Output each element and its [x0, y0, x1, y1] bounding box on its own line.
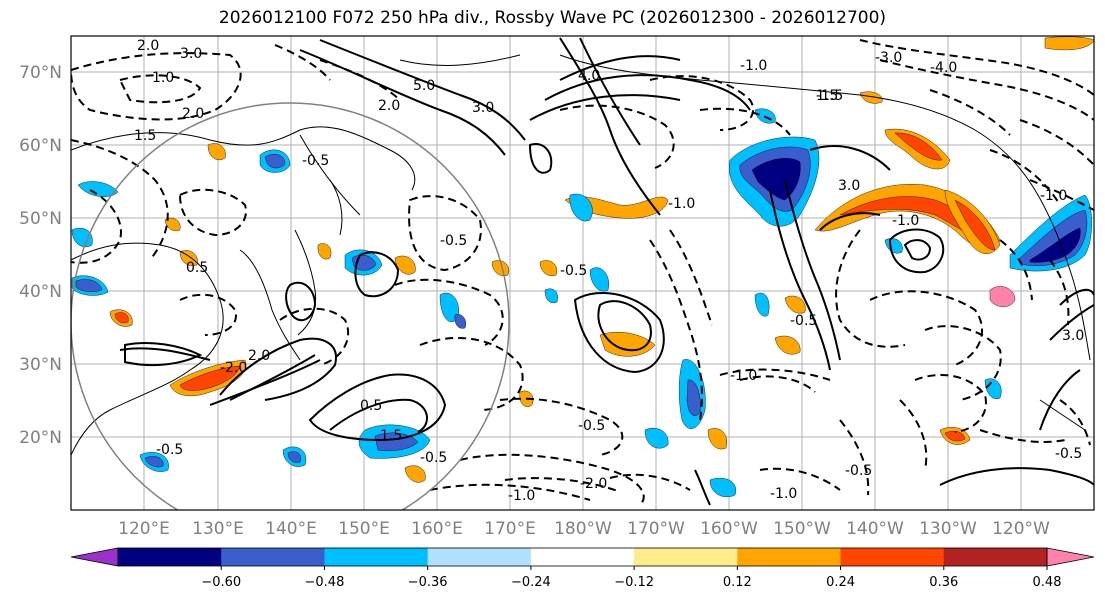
contour-label: 1.5 — [816, 88, 838, 104]
contour-label: 5.0 — [413, 78, 435, 94]
colorbar-segment — [324, 548, 429, 566]
lon-label: 150°W — [773, 519, 831, 539]
map-frame — [70, 35, 1095, 511]
lon-label: 130°W — [919, 519, 977, 539]
contour-label: 1.5 — [134, 128, 156, 144]
contour-label: -1.0 — [1040, 188, 1067, 204]
lon-label: 130°E — [192, 519, 244, 539]
map-content: 2.0 3.0 1.0 2.0 1.5 5.0 2.0 3.0 4.0 -0.5… — [71, 36, 1094, 510]
colorbar-tick-label: −0.36 — [408, 575, 448, 590]
colorbar-segment — [221, 548, 325, 566]
contour-label: -3.0 — [875, 50, 902, 66]
gridlines — [71, 36, 1094, 510]
lat-label-70n: 70°N — [19, 63, 62, 83]
contour-label: -0.5 — [302, 153, 329, 169]
longitude-labels: 120°E 130°E 140°E 150°E 160°E 170°E 180°… — [118, 519, 1050, 539]
lon-label: 140°E — [265, 519, 317, 539]
lon-label: 160°W — [700, 519, 758, 539]
colorbar: −0.60 −0.48 −0.36 −0.24 −0.12 0.12 0.24 0.36 0.4… — [70, 547, 1095, 590]
colorbar-tick-label: −0.12 — [614, 575, 654, 590]
lon-label: 140°W — [846, 519, 904, 539]
contour-label: 0.5 — [186, 260, 208, 276]
lat-label-20n: 20°N — [19, 428, 62, 448]
lon-label: 150°E — [338, 519, 390, 539]
colorbar-tick-label: 0.12 — [723, 575, 752, 590]
contour-label: -4.0 — [930, 60, 957, 76]
colorbar-segment — [118, 548, 222, 566]
lon-label: 120°E — [118, 519, 170, 539]
contour-label: 2.0 — [137, 38, 159, 54]
contour-label: -1.0 — [740, 58, 767, 74]
coastlines — [71, 54, 1091, 456]
colorbar-tick-label: 0.24 — [826, 575, 855, 590]
contour-label: -1.0 — [730, 368, 757, 384]
contour-label: 2.0 — [378, 98, 400, 114]
colorbar-tick-label: 0.48 — [1033, 575, 1062, 590]
colorbar-outline — [117, 547, 1048, 567]
colorbar-segment — [737, 548, 842, 566]
highlight-circle — [71, 102, 510, 510]
contour-label: 1.0 — [152, 70, 174, 86]
contour-label: -1.0 — [508, 488, 535, 504]
lat-label-50n: 50°N — [19, 209, 62, 229]
contour-label: -1.0 — [892, 213, 919, 229]
colorbar-tick-label: −0.60 — [201, 575, 241, 590]
contour-label: -1.0 — [770, 486, 797, 502]
lat-label-60n: 60°N — [19, 136, 62, 156]
contour-label: -2.0 — [220, 360, 247, 376]
contour-label: -1.5 — [816, 88, 843, 104]
contour-label: -0.5 — [1055, 446, 1082, 462]
lon-label: 160°E — [411, 519, 463, 539]
colorbar-segment — [427, 548, 532, 566]
colorbar-tick-label: −0.48 — [305, 575, 345, 590]
solid-contours — [119, 37, 1094, 506]
contour-label: 3.0 — [180, 46, 202, 62]
colorbar-segment — [634, 548, 738, 566]
lon-label: 170°E — [484, 519, 536, 539]
contour-label: -1.0 — [668, 196, 695, 212]
latitude-labels: 70°N 60°N 50°N 40°N 30°N 20°N — [19, 63, 62, 448]
colorbar-segment — [943, 548, 1048, 566]
contour-label: -0.5 — [790, 313, 817, 329]
contour-label: -0.5 — [578, 418, 605, 434]
lat-label-30n: 30°N — [19, 355, 62, 375]
contour-label: 1.5 — [380, 428, 402, 444]
lon-label: 180°W — [554, 519, 612, 539]
contour-label: 2.0 — [248, 348, 270, 364]
colorbar-extend-high — [1046, 547, 1095, 567]
contour-label: -0.5 — [156, 442, 183, 458]
contour-label: -0.5 — [440, 233, 467, 249]
dashed-contours — [71, 39, 1094, 506]
colorbar-segment — [840, 548, 945, 566]
colorbar-tick-label: −0.24 — [511, 575, 551, 590]
contour-label: 2.0 — [182, 106, 204, 122]
map-title: 2026012100 F072 250 hPa div., Rossby Wav… — [218, 8, 887, 28]
contour-label: -0.5 — [420, 450, 447, 466]
contour-label: -0.5 — [560, 263, 587, 279]
contour-label: -0.5 — [845, 463, 872, 479]
colorbar-extend-low — [70, 547, 119, 567]
colorbar-tick-label: 0.36 — [929, 575, 958, 590]
lat-label-40n: 40°N — [19, 282, 62, 302]
contour-label: 4.0 — [578, 68, 600, 84]
contour-label: 3.0 — [1062, 328, 1084, 344]
contour-label-group: 2.0 3.0 1.0 2.0 1.5 5.0 2.0 3.0 4.0 -0.5… — [134, 38, 1084, 504]
colorbar-segment — [530, 548, 635, 566]
contour-label: -2.0 — [580, 476, 607, 492]
contour-label: 3.0 — [472, 100, 494, 116]
lon-label: 120°W — [992, 519, 1050, 539]
lon-label: 170°W — [627, 519, 685, 539]
contour-label: 3.0 — [838, 178, 860, 194]
contour-label: 0.5 — [360, 398, 382, 414]
